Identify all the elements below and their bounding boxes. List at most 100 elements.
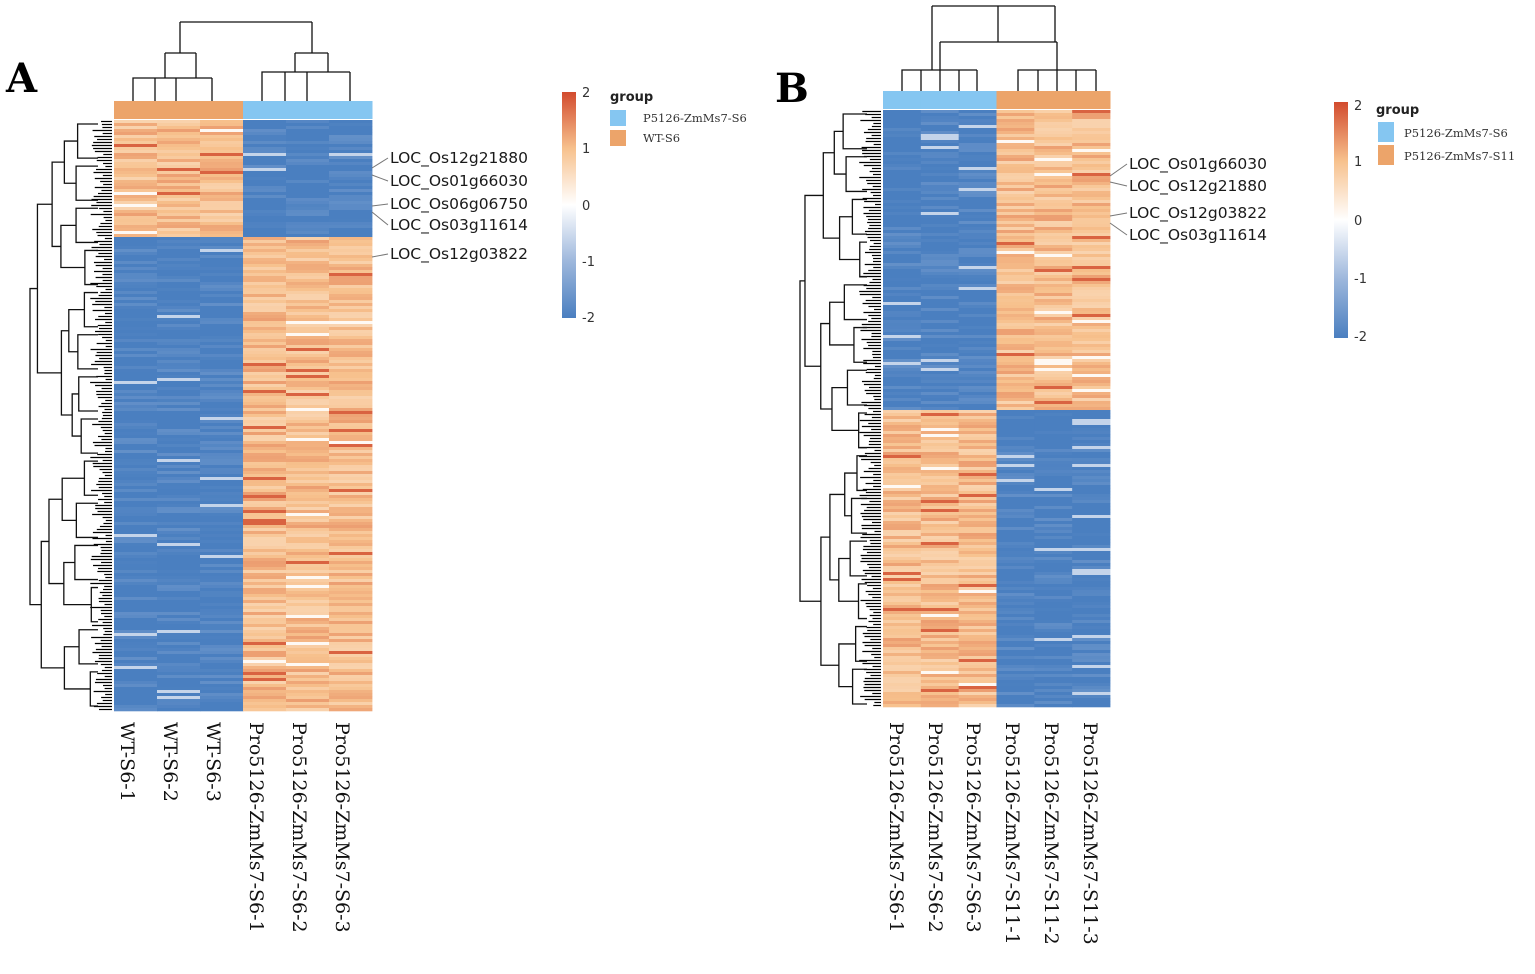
heatmap-cell bbox=[114, 615, 158, 619]
heatmap-cell bbox=[996, 278, 1035, 282]
heatmap-cell bbox=[920, 698, 960, 702]
heatmap-cell bbox=[329, 198, 373, 202]
heatmap-cell bbox=[243, 513, 287, 517]
heatmap-cell bbox=[958, 272, 997, 276]
heatmap-cell bbox=[286, 624, 330, 628]
heatmap-cell bbox=[1034, 248, 1073, 252]
heatmap-cell bbox=[958, 152, 997, 156]
heatmap-cell bbox=[286, 387, 330, 391]
heatmap-cell bbox=[200, 603, 244, 607]
heatmap-cell bbox=[920, 440, 960, 444]
heatmap-cell bbox=[200, 303, 244, 307]
heatmap-cell bbox=[200, 198, 244, 202]
heatmap-cell bbox=[157, 708, 201, 712]
heatmap-cell bbox=[286, 162, 330, 166]
heatmap-cell bbox=[958, 335, 997, 339]
heatmap-cell bbox=[883, 425, 922, 429]
heatmap-cell bbox=[286, 291, 330, 295]
heatmap-cell bbox=[329, 576, 373, 580]
heatmap-cell bbox=[200, 120, 244, 124]
heatmap-cell bbox=[200, 165, 244, 169]
heatmap-cell bbox=[996, 452, 1035, 456]
heatmap-cell bbox=[996, 617, 1035, 621]
heatmap-cell bbox=[996, 695, 1035, 699]
heatmap-cell bbox=[200, 267, 244, 271]
heatmap-cell bbox=[200, 456, 244, 460]
heatmap-cell bbox=[996, 527, 1035, 531]
heatmap-cell bbox=[1072, 539, 1111, 543]
row-dendrogram-branch bbox=[858, 412, 867, 449]
heatmap-cell bbox=[996, 533, 1035, 537]
heatmap-cell bbox=[200, 687, 244, 691]
heatmap-cell bbox=[243, 291, 287, 295]
heatmap-cell bbox=[958, 446, 997, 450]
heatmap-cell bbox=[996, 542, 1035, 546]
heatmap-cell bbox=[114, 267, 158, 271]
heatmap-cell bbox=[157, 492, 201, 496]
heatmap-cell bbox=[114, 351, 158, 355]
heatmap-cell bbox=[157, 366, 201, 370]
heatmap-cell bbox=[996, 314, 1035, 318]
heatmap-cell bbox=[329, 669, 373, 673]
heatmap-cell bbox=[157, 204, 201, 208]
heatmap-cell bbox=[157, 150, 201, 154]
heatmap-cell bbox=[883, 524, 922, 528]
heatmap-cell bbox=[243, 471, 287, 475]
heatmap-cell bbox=[1034, 362, 1073, 366]
heatmap-cell bbox=[883, 476, 922, 480]
heatmap-cell bbox=[114, 651, 158, 655]
heatmap-cell bbox=[996, 554, 1035, 558]
heatmap-cell bbox=[996, 704, 1035, 708]
heatmap-cell bbox=[996, 230, 1035, 234]
heatmap-cell bbox=[1034, 413, 1073, 417]
heatmap-cell bbox=[243, 249, 287, 253]
heatmap-cell bbox=[958, 302, 997, 306]
heatmap-cell bbox=[1034, 377, 1073, 381]
heatmap-cell bbox=[996, 158, 1035, 162]
heatmap-cell bbox=[1034, 506, 1073, 510]
heatmap-cell bbox=[329, 327, 373, 331]
heatmap-cell bbox=[996, 233, 1035, 237]
heatmap-cell bbox=[883, 302, 922, 306]
heatmap-cell bbox=[920, 125, 960, 129]
heatmap-cell bbox=[1072, 290, 1111, 294]
heatmap-cell bbox=[114, 531, 158, 535]
heatmap-cell bbox=[920, 536, 960, 540]
heatmap-cell bbox=[1072, 518, 1111, 522]
heatmap-cell bbox=[286, 444, 330, 448]
heatmap-cell bbox=[920, 668, 960, 672]
heatmap-cell bbox=[1034, 629, 1073, 633]
heatmap-cell bbox=[200, 453, 244, 457]
heatmap-cell bbox=[958, 116, 997, 120]
heatmap-cell bbox=[200, 195, 244, 199]
heatmap-cell bbox=[157, 195, 201, 199]
heatmap-cell bbox=[200, 189, 244, 193]
heatmap-cell bbox=[1034, 287, 1073, 291]
heatmap-cell bbox=[329, 465, 373, 469]
heatmap-cell bbox=[958, 458, 997, 462]
heatmap-cell bbox=[200, 546, 244, 550]
heatmap-cell bbox=[243, 591, 287, 595]
heatmap-cell bbox=[958, 449, 997, 453]
heatmap-cell bbox=[958, 608, 997, 612]
heatmap-cell bbox=[200, 480, 244, 484]
heatmap-cell bbox=[958, 203, 997, 207]
heatmap-cell bbox=[883, 554, 922, 558]
heatmap-cell bbox=[996, 446, 1035, 450]
heatmap-cell bbox=[996, 383, 1035, 387]
heatmap-cell bbox=[114, 537, 158, 541]
heatmap-cell bbox=[200, 363, 244, 367]
heatmap-cell bbox=[157, 501, 201, 505]
heatmap-cell bbox=[958, 479, 997, 483]
heatmap-cell bbox=[1072, 509, 1111, 513]
heatmap-cell bbox=[200, 237, 244, 241]
heatmap-cell bbox=[883, 437, 922, 441]
heatmap-cell bbox=[920, 350, 960, 354]
heatmap-cell bbox=[996, 185, 1035, 189]
heatmap-cell bbox=[1034, 131, 1073, 135]
heatmap-cell bbox=[958, 689, 997, 693]
heatmap-cell bbox=[286, 525, 330, 529]
heatmap-cell bbox=[243, 342, 287, 346]
heatmap-cell bbox=[200, 288, 244, 292]
heatmap-cell bbox=[883, 638, 922, 642]
